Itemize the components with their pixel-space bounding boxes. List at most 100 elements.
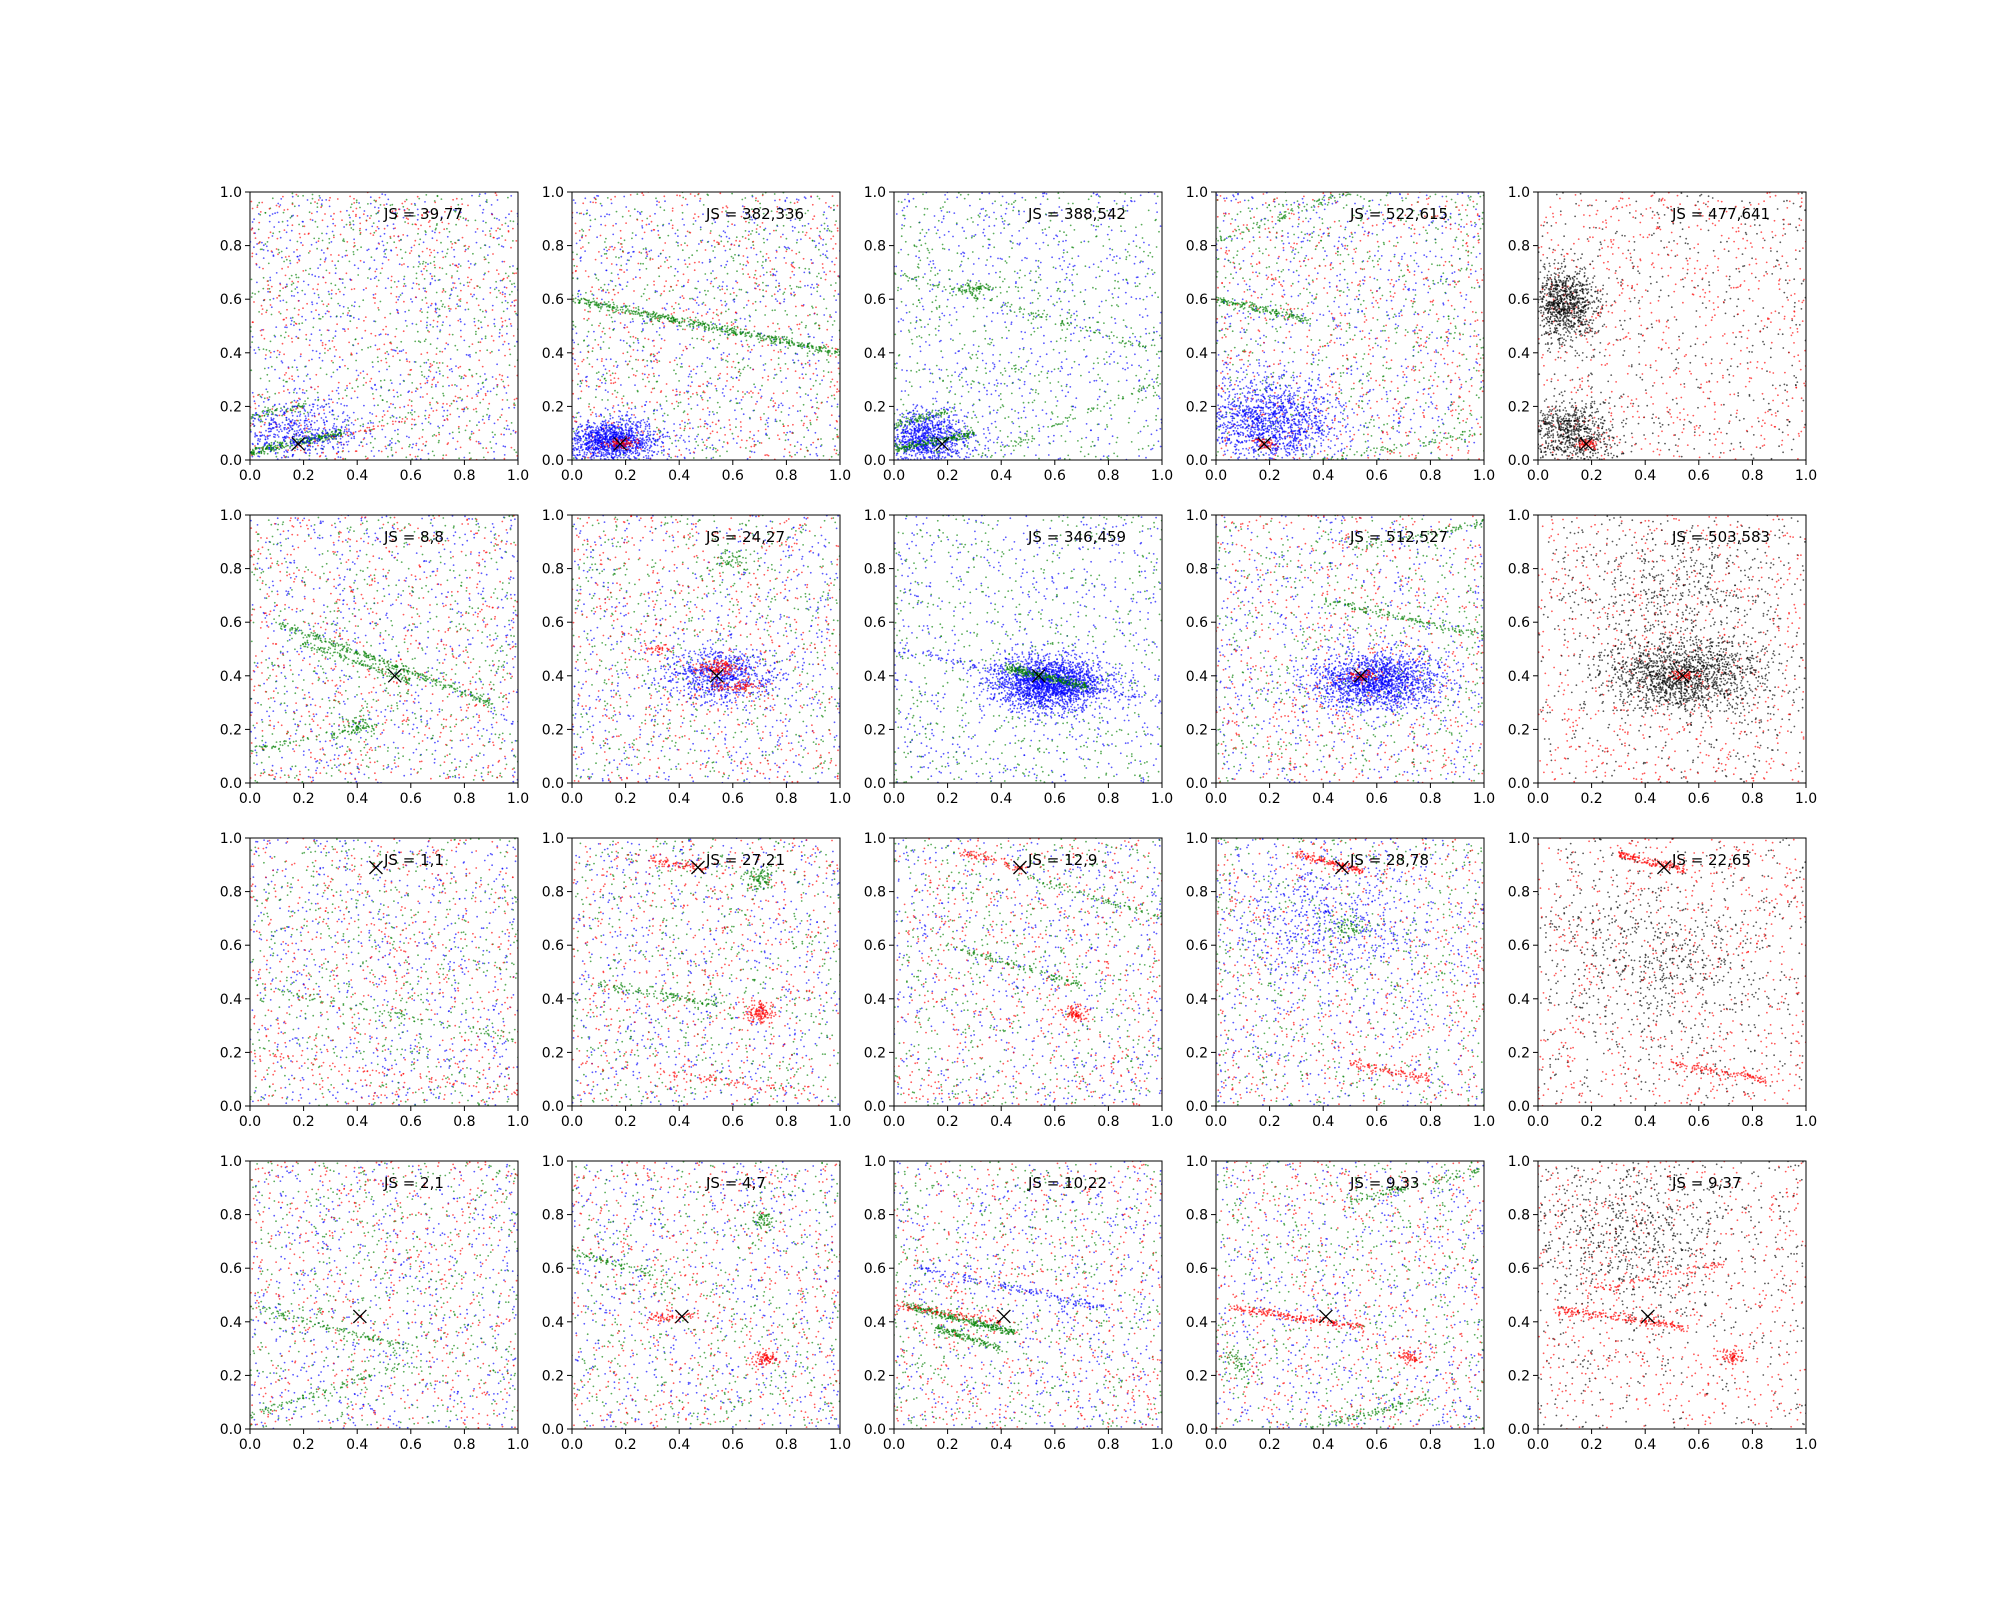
scatter-point	[272, 297, 275, 300]
scatter-point	[325, 416, 327, 419]
scatter-point	[267, 284, 270, 286]
scatter-point	[726, 373, 729, 375]
scatter-point	[584, 309, 586, 311]
scatter-point	[755, 277, 758, 280]
scatter-point	[424, 287, 426, 290]
scatter-point	[355, 379, 358, 382]
scatter-point	[796, 239, 799, 241]
scatter-point	[385, 325, 387, 328]
scatter-point	[776, 210, 778, 213]
scatter-point	[388, 444, 391, 447]
scatter-point	[332, 425, 335, 427]
scatter-point	[407, 218, 409, 221]
scatter-point	[273, 226, 276, 228]
scatter-point	[834, 224, 836, 226]
scatter-point	[457, 305, 460, 308]
scatter-point	[783, 431, 785, 434]
scatter-point	[779, 419, 781, 422]
scatter-point	[656, 433, 659, 436]
scatter-point	[649, 401, 651, 403]
scatter-point	[748, 358, 750, 360]
scatter-point	[328, 398, 331, 401]
scatter-point	[718, 234, 721, 237]
scatter-point	[724, 333, 726, 335]
scatter-point	[597, 371, 600, 373]
scatter-point	[671, 207, 674, 210]
scatter-point	[822, 238, 825, 241]
scatter-point	[347, 367, 349, 370]
scatter-point	[312, 434, 315, 436]
scatter-point	[608, 248, 610, 251]
scatter-point	[705, 456, 708, 459]
scatter-point	[460, 377, 462, 380]
scatter-point	[441, 362, 444, 364]
scatter-point	[680, 434, 683, 437]
scatter-point	[815, 306, 817, 309]
scatter-point	[695, 440, 698, 443]
scatter-point	[699, 418, 702, 421]
scatter-point	[816, 393, 819, 396]
scatter-point	[426, 381, 429, 384]
scatter-point	[746, 458, 749, 460]
scatter-point	[477, 341, 480, 344]
scatter-point	[695, 391, 698, 394]
scatter-point	[482, 298, 485, 300]
scatter-point	[343, 420, 346, 423]
scatter-point	[425, 290, 428, 293]
scatter-point	[607, 291, 610, 294]
scatter-point	[629, 215, 632, 217]
scatter-point	[799, 409, 802, 412]
scatter-point	[352, 344, 354, 346]
scatter-point	[644, 404, 646, 406]
scatter-point	[712, 250, 715, 252]
scatter-point	[665, 383, 668, 385]
scatter-point	[712, 456, 715, 459]
scatter-point	[767, 417, 770, 420]
scatter-point	[474, 231, 477, 233]
scatter-point	[361, 348, 363, 351]
scatter-point	[712, 447, 715, 449]
scatter-point	[253, 424, 256, 427]
scatter-point	[328, 310, 330, 313]
scatter-point	[702, 408, 704, 411]
scatter-point	[261, 248, 263, 251]
scatter-point	[360, 441, 363, 444]
scatter-point	[259, 434, 262, 437]
scatter-point	[265, 354, 267, 356]
scatter-point	[790, 329, 793, 331]
scatter-point	[809, 422, 812, 424]
scatter-point	[605, 314, 608, 316]
scatter-point	[350, 437, 353, 440]
scatter-point	[262, 244, 265, 247]
scatter-point	[421, 422, 424, 425]
scatter-point	[369, 217, 371, 220]
scatter-point	[673, 359, 676, 362]
scatter-point	[266, 309, 268, 312]
scatter-point	[636, 349, 639, 352]
scatter-point	[324, 352, 326, 354]
scatter-point	[384, 436, 387, 438]
scatter-point	[668, 290, 671, 292]
scatter-point	[319, 197, 321, 199]
scatter-point	[266, 397, 269, 399]
scatter-point	[750, 335, 753, 337]
scatter-point	[694, 213, 696, 216]
scatter-point	[692, 457, 695, 459]
scatter-point	[284, 286, 287, 288]
scatter-point	[501, 301, 504, 304]
scatter-point	[364, 329, 367, 332]
scatter-point	[508, 213, 510, 216]
scatter-point	[616, 364, 619, 367]
scatter-point	[622, 251, 625, 253]
scatter-point	[308, 232, 310, 235]
scatter-point	[778, 404, 780, 406]
scatter-point	[631, 232, 634, 234]
scatter-point	[499, 292, 502, 294]
scatter-point	[418, 283, 420, 286]
scatter-point	[491, 350, 493, 353]
scatter-point	[276, 429, 279, 431]
scatter-point	[274, 212, 276, 215]
scatter-point	[698, 243, 700, 245]
scatter-point	[263, 410, 266, 413]
scatter-point	[418, 254, 420, 257]
